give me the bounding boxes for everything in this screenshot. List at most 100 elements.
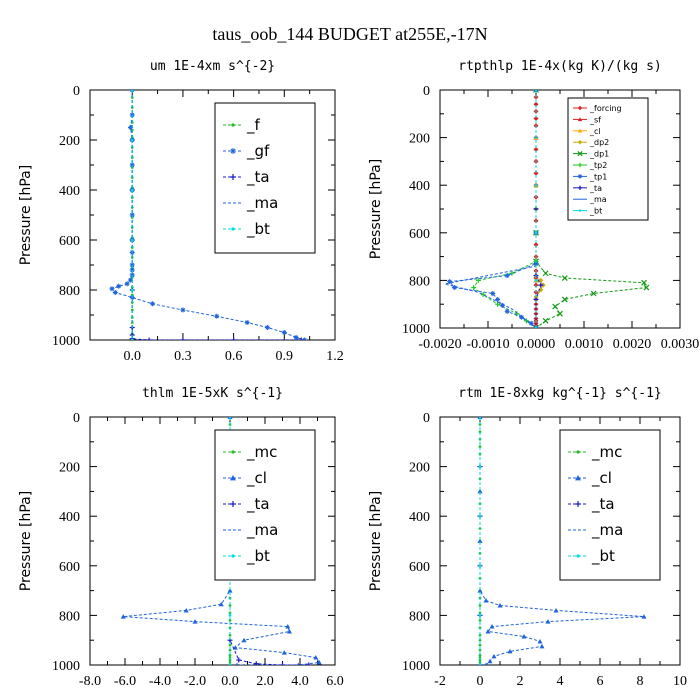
series-mc-point	[478, 658, 482, 662]
legend-box	[559, 429, 661, 581]
legend-entry: _dp2	[589, 138, 609, 147]
series-mc-point	[478, 604, 482, 607]
series-mc-point	[228, 653, 232, 657]
x-tick-label: 4.0	[291, 674, 309, 689]
series-cl-point	[316, 660, 322, 665]
series-tp1-point	[533, 261, 539, 267]
legend-entry: _ma	[246, 194, 278, 213]
legend-marker	[575, 501, 581, 507]
series-mc-point	[228, 648, 232, 652]
series-bt-point	[478, 663, 482, 665]
legend-marker	[577, 150, 583, 157]
series-dp1-point	[542, 270, 549, 277]
series-tp1-point	[451, 285, 457, 291]
series-forcing-point	[533, 101, 539, 107]
series-ta-point	[236, 657, 242, 663]
x-tick-label: 2	[517, 674, 524, 689]
series-tp2-point	[495, 301, 501, 307]
x-tick-label: 6	[597, 674, 604, 689]
series-bt-point	[478, 564, 482, 568]
series-ta-point	[253, 661, 259, 665]
series-mc-point	[478, 653, 482, 657]
legend-box	[214, 429, 316, 581]
series-tp1-point	[528, 320, 534, 326]
legend-marker	[576, 554, 580, 558]
legend-entry: _f	[246, 116, 261, 135]
series-ta-point	[231, 337, 237, 340]
y-axis-label: Pressure [hPa]	[368, 159, 384, 259]
series-ma-line	[444, 90, 537, 328]
y-tick-label: 1000	[52, 659, 80, 674]
series-mc-point	[228, 658, 232, 662]
series-bt-point	[478, 465, 482, 468]
series-ta-point	[146, 337, 152, 340]
series-cl-point	[227, 588, 233, 593]
series-ta-point	[538, 282, 544, 288]
series-cl-point	[281, 650, 287, 655]
panel-1: um 1E-4xm s^{-2} Pressure [hPa] 0 200 400 600…	[18, 59, 344, 364]
x-tick-label: 0	[477, 674, 484, 689]
series-tp1-point	[490, 290, 496, 296]
legend-marker	[230, 148, 236, 154]
x-tick-label: 1.2	[326, 349, 344, 364]
y-tick-label: 800	[409, 609, 430, 624]
x-tick-label: 2.0	[256, 674, 274, 689]
x-tick-label: 0.0	[123, 349, 141, 364]
x-tick-label: 0.9	[276, 349, 294, 364]
x-tick-label: -0.0010	[466, 337, 509, 352]
legend-box	[567, 97, 649, 221]
series-cl-point	[491, 653, 497, 659]
series-group	[444, 90, 650, 328]
y-tick-label: 200	[59, 461, 80, 476]
y-tick-label: 600	[409, 560, 430, 575]
series-dp1-point	[557, 310, 563, 317]
y-tick-label: 1000	[402, 659, 430, 674]
series-gf-point	[109, 286, 115, 292]
x-tick-label: 6.0	[326, 674, 344, 689]
series-bt-point	[478, 417, 482, 419]
y-tick-label: 800	[59, 609, 80, 624]
series-tp1-point	[504, 308, 510, 314]
series-dp1-point	[643, 284, 650, 291]
series-cl-point	[241, 637, 247, 643]
legend-entry: _mc	[591, 443, 622, 462]
y-tick-label: 200	[409, 461, 430, 476]
series-cl-point	[313, 655, 319, 660]
legend-entry: _ma	[589, 195, 607, 204]
series-bt-point	[534, 326, 538, 328]
series-ta-point	[180, 337, 186, 340]
y-axis-label: Pressure [hPa]	[18, 165, 34, 265]
legend-box	[214, 102, 316, 254]
series-tp1-point	[495, 296, 501, 302]
series-dp1-point	[561, 296, 568, 303]
legend-entry: _bt	[589, 207, 602, 216]
series-ta-point	[298, 337, 304, 340]
x-tick-label: 0.0	[221, 674, 239, 689]
y-tick-label: 0	[423, 411, 430, 426]
y-tick-label: 600	[59, 560, 80, 575]
y-axis-label: Pressure [hPa]	[368, 491, 384, 591]
series-gf-line	[111, 90, 305, 340]
y-tick-label: 400	[409, 510, 430, 525]
figure-title: taus_oob_144 BUDGET at255E,-17N	[212, 24, 487, 44]
legend-marker	[577, 140, 583, 145]
series-cl-point	[521, 633, 527, 639]
series-gf-point	[281, 330, 287, 335]
series-gf-point	[244, 320, 250, 325]
legend-entry: _ta	[246, 168, 270, 187]
legend-entry: _ta	[591, 495, 615, 514]
series-ta-point	[306, 662, 312, 665]
panel-4: rtm 1E-8xkg kg^{-1} s^{-1} Pressure [hPa]…	[368, 386, 687, 689]
series-bt-point	[130, 90, 134, 92]
series-tp2-point	[471, 285, 477, 291]
series-cl-point	[192, 619, 198, 624]
x-tick-label: 10	[673, 674, 687, 689]
series-mc-point	[478, 648, 482, 652]
series-dp1-point	[561, 275, 568, 281]
y-tick-label: 0	[423, 84, 430, 99]
series-dp1-point	[590, 290, 597, 297]
series-forcing-point	[533, 147, 539, 152]
legend-entry: _mc	[246, 443, 277, 462]
series-tp1-point	[519, 314, 525, 320]
